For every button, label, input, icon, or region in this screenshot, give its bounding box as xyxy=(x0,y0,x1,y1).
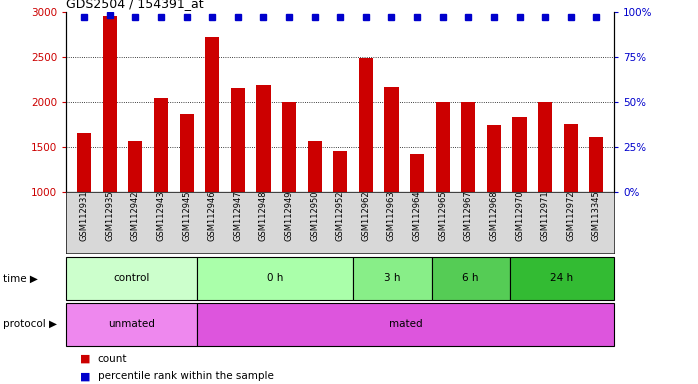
Bar xyxy=(487,125,501,192)
Bar xyxy=(256,84,271,192)
Bar xyxy=(77,133,91,192)
Bar xyxy=(205,37,219,192)
Bar xyxy=(66,257,197,300)
Bar xyxy=(431,257,510,300)
Bar xyxy=(564,124,578,192)
Bar xyxy=(231,88,245,192)
Bar xyxy=(436,102,450,192)
Bar xyxy=(385,87,399,192)
Bar xyxy=(512,117,526,192)
Bar xyxy=(589,137,603,192)
Text: control: control xyxy=(113,273,150,283)
Bar xyxy=(66,303,197,346)
Text: protocol ▶: protocol ▶ xyxy=(3,319,57,329)
Bar xyxy=(333,151,348,192)
Bar xyxy=(538,102,552,192)
Bar xyxy=(359,58,373,192)
Bar xyxy=(154,98,168,192)
Bar xyxy=(461,102,475,192)
Bar xyxy=(128,141,142,192)
Text: 24 h: 24 h xyxy=(551,273,574,283)
Bar xyxy=(197,257,353,300)
Text: percentile rank within the sample: percentile rank within the sample xyxy=(98,371,274,381)
Text: mated: mated xyxy=(389,319,422,329)
Bar xyxy=(197,303,614,346)
Bar xyxy=(308,141,322,192)
Bar xyxy=(353,257,431,300)
Bar xyxy=(103,16,117,192)
Text: 6 h: 6 h xyxy=(463,273,479,283)
Text: GDS2504 / 154391_at: GDS2504 / 154391_at xyxy=(66,0,204,10)
Text: count: count xyxy=(98,354,127,364)
Text: ■: ■ xyxy=(80,354,91,364)
Text: ■: ■ xyxy=(80,371,91,381)
Text: unmated: unmated xyxy=(108,319,155,329)
Text: 3 h: 3 h xyxy=(384,273,401,283)
Bar xyxy=(282,102,296,192)
Text: time ▶: time ▶ xyxy=(3,273,38,283)
Bar xyxy=(410,154,424,192)
Bar xyxy=(179,114,193,192)
Text: 0 h: 0 h xyxy=(267,273,283,283)
Bar xyxy=(510,257,614,300)
